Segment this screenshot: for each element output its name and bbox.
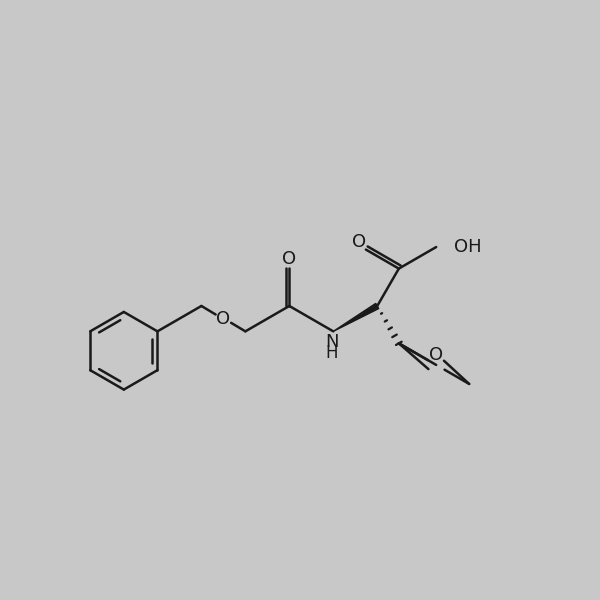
Polygon shape xyxy=(333,304,379,331)
Text: O: O xyxy=(429,346,443,364)
Text: N: N xyxy=(325,333,339,351)
Text: OH: OH xyxy=(454,238,482,256)
Text: H: H xyxy=(326,344,338,362)
Text: O: O xyxy=(282,250,296,268)
Text: O: O xyxy=(352,233,366,251)
Text: O: O xyxy=(217,310,230,328)
